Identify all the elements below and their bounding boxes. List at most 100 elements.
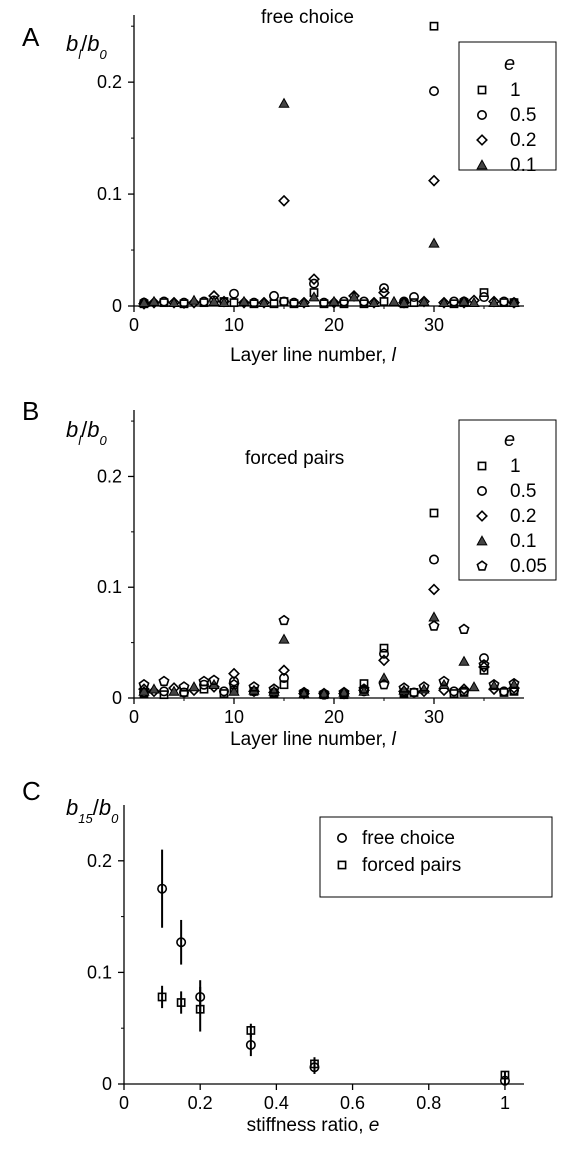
panel-b-point-square: [429, 508, 439, 518]
panel-a-y-tick-label: 0.2: [97, 72, 122, 92]
panel-b-legend: e 1 0.5 0.2 0.1 0.05: [458, 419, 557, 581]
panel-b-legend-marker-circle: [476, 485, 487, 496]
panel-b-point-triangle: [378, 672, 390, 683]
panel-a-point-triangle: [308, 291, 320, 302]
panel-b-legend-label-circle: 0.5: [510, 481, 536, 502]
panel-a-point-triangle: [328, 295, 340, 306]
panel-a-point-diamond: [308, 273, 320, 286]
panel-a-point-circle: [428, 86, 439, 97]
panel-c-point-square: [157, 992, 167, 1002]
panel-a-point-triangle: [508, 296, 520, 307]
panel-a-ylabel: bl/b0: [66, 31, 108, 62]
panel-b-legend-marker-pentagon: [476, 560, 488, 571]
panel-a-legend-title: e: [504, 53, 515, 75]
panel-b-point-pentagon: [318, 687, 330, 699]
panel-a-x-tick-label: 20: [324, 315, 344, 335]
panel-a-point-triangle: [188, 294, 200, 305]
panel-b-point-pentagon: [418, 681, 430, 692]
panel-b-point-pentagon: [508, 677, 520, 689]
panel-a-ylabel-num-sub: l: [78, 47, 82, 62]
panel-b-point-diamond: [278, 664, 290, 677]
panel-b-x-tick-label: 0: [129, 707, 139, 727]
panel-c-x-tick-label: 0.8: [416, 1093, 441, 1113]
panel-a-point-triangle: [168, 296, 180, 307]
panel-a-point-diamond: [258, 296, 270, 309]
panel-a-point-square: [429, 21, 439, 31]
panel-a-point-triangle: [368, 296, 380, 307]
panel-c-point-square: [195, 1004, 205, 1014]
panel-b-point-circle: [219, 686, 230, 697]
panel-b-point-pentagon: [158, 675, 170, 687]
panel-b-point-pentagon: [198, 675, 210, 687]
panel-b-point-circle: [408, 687, 419, 698]
panel-a-point-diamond: [438, 296, 450, 309]
panel-a-point-triangle: [278, 97, 290, 108]
panel-a-point-diamond: [148, 296, 160, 309]
panel-c-point-circle: [245, 1039, 256, 1050]
panel-b-x-tick-label: 10: [224, 707, 244, 727]
panel-b-point-pentagon: [458, 623, 470, 635]
panel-c-x-tick-label: 0.2: [188, 1093, 213, 1113]
panel-a-point-diamond: [278, 194, 290, 207]
panel-a-y-tick-label: 0.1: [97, 184, 122, 204]
panel-c-ylabel: b15/b0: [66, 795, 119, 826]
panel-c-axes: 0 0.2 0.4 0.6 0.8 1 0 0.1 0.2: [87, 805, 524, 1113]
panel-b-point-pentagon: [208, 674, 220, 686]
panel-a-legend-label-square: 1: [510, 80, 521, 101]
panel-a-legend-label-triangle: 0.1: [510, 155, 536, 176]
panel-c-legend: free choice forced pairs: [319, 816, 553, 898]
panel-b-legend-label-diamond: 0.2: [510, 506, 536, 527]
panel-a-point-circle: [358, 296, 369, 307]
panel-a-point-circle: [159, 296, 170, 307]
panel-a-legend-label-diamond: 0.2: [510, 130, 536, 151]
panel-b-x-tick-label: 20: [324, 707, 344, 727]
panel-a-x-tick-label: 10: [224, 315, 244, 335]
panel-b-point-pentagon: [438, 675, 450, 687]
panel-b-point-diamond: [338, 687, 350, 700]
panel-c-legend-label-square: forced pairs: [362, 855, 461, 876]
panel-b-point-pentagon: [428, 620, 440, 631]
panel-a-x-tick-label: 30: [424, 315, 444, 335]
panel-c-x-tick-label: 0: [119, 1093, 129, 1113]
panel-b-point-circle: [199, 679, 210, 690]
panel-b-point-triangle: [228, 685, 240, 696]
panel-b-xlabel: Layer line number, l: [230, 729, 397, 750]
panel-b-point-triangle: [468, 681, 480, 692]
panel-b-letter: B: [22, 396, 39, 426]
panel-b-point-pentagon: [268, 683, 280, 694]
panel-b-point-diamond: [228, 667, 240, 680]
panel-a-point-triangle: [438, 296, 450, 307]
panel-c-y-tick-label: 0.1: [87, 962, 112, 982]
panel-b-point-pentagon: [178, 681, 190, 692]
panel-a-point-triangle: [398, 296, 410, 307]
panel-b-x-tick-label: 30: [424, 707, 444, 727]
panel-b-point-square: [379, 643, 389, 653]
panel-a-point-diamond: [428, 174, 440, 187]
panel-a-point-diamond: [298, 296, 310, 309]
panel-a-point-triangle: [488, 296, 500, 307]
panel-a-title: free choice: [261, 7, 354, 28]
panel-b-legend-label-pentagon: 0.05: [510, 556, 547, 577]
panel-a-point-circle: [308, 278, 319, 289]
panel-a-x-tick-label: 0: [129, 315, 139, 335]
panel-a-point-diamond: [138, 297, 150, 310]
panel-b-point-triangle: [168, 685, 180, 696]
panel-c-letter: C: [22, 776, 41, 806]
panel-c-point-circle: [176, 937, 187, 948]
panel-a-point-triangle: [138, 296, 150, 307]
panel-a-point-triangle: [238, 295, 250, 306]
panel-a-ylabel-den: b: [87, 31, 99, 56]
panel-b-point-square: [479, 665, 489, 675]
panel-a-xlabel: Layer line number, l: [230, 345, 397, 366]
panel-b-point-pentagon: [398, 682, 410, 693]
panel-c-legend-marker-circle: [336, 832, 347, 843]
panel-c-point-square: [500, 1070, 510, 1080]
panel-a-point-triangle: [428, 237, 440, 248]
panel-a-ylabel-num: b: [66, 31, 78, 56]
panel-b-marks: [138, 508, 520, 700]
panel-a-point-triangle: [208, 295, 220, 306]
panel-a-point-square: [409, 298, 419, 308]
panel-c-point-circle: [157, 883, 168, 894]
